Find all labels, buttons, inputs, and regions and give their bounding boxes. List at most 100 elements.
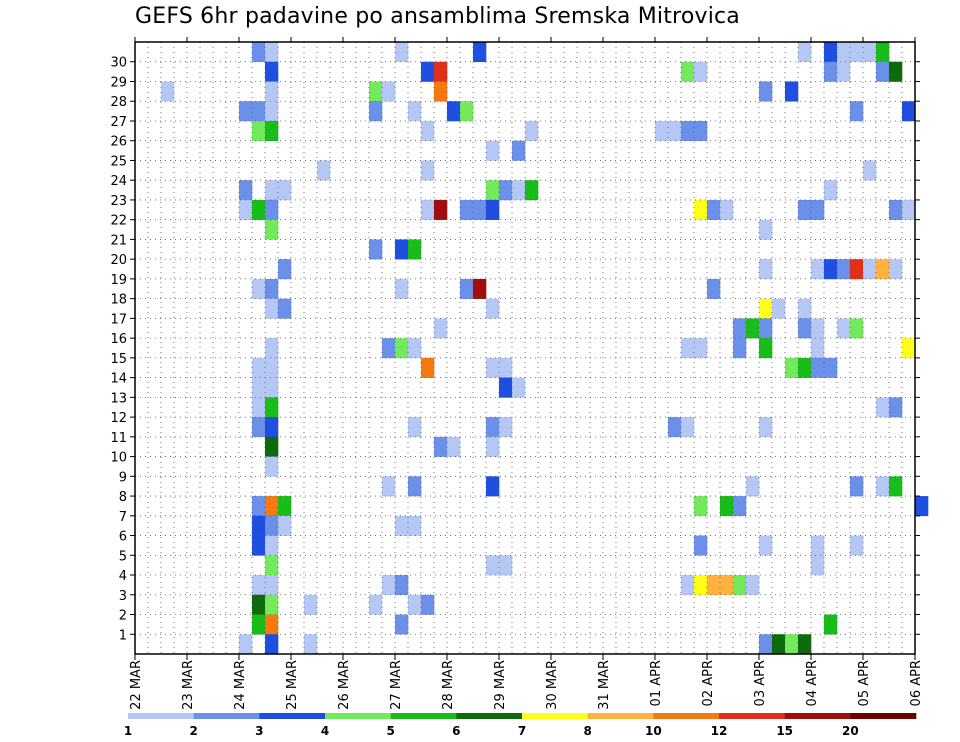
heatmap-cell <box>824 259 838 280</box>
heatmap-cell <box>876 397 890 418</box>
y-tick-label: 27 <box>110 115 127 130</box>
heatmap-cell <box>759 318 773 339</box>
heatmap-cell <box>850 535 864 556</box>
heatmap-cell <box>525 120 539 142</box>
legend-swatch <box>325 713 391 719</box>
legend-label: 5 <box>386 724 394 738</box>
heatmap-cell <box>252 377 266 398</box>
heatmap-cell <box>850 259 864 280</box>
heatmap-cell <box>759 338 773 359</box>
y-tick-label: 6 <box>119 530 127 545</box>
heatmap-cell <box>694 338 708 359</box>
heatmap-cell <box>902 338 916 359</box>
legend-swatch <box>719 713 785 719</box>
heatmap-cell <box>252 357 266 378</box>
x-tick-label: 06 APR <box>909 660 924 706</box>
heatmap-cell <box>681 338 695 359</box>
heatmap-cell <box>850 318 864 339</box>
y-tick-label: 8 <box>119 490 127 505</box>
heatmap-cell <box>512 180 526 201</box>
heatmap-cell <box>265 496 279 517</box>
legend-swatch <box>259 713 326 719</box>
heatmap-cell <box>902 199 916 220</box>
heatmap-cell <box>811 555 825 576</box>
heatmap-cell <box>681 575 695 596</box>
heatmap-cell <box>694 535 708 556</box>
heatmap-cell <box>252 594 266 615</box>
heatmap-cell <box>252 42 266 63</box>
heatmap-cell <box>824 357 838 378</box>
heatmap-cell <box>265 456 279 477</box>
heatmap-cell <box>473 199 487 220</box>
heatmap-cell <box>265 219 279 240</box>
heatmap-cell <box>668 120 682 142</box>
legend-swatch <box>850 713 917 719</box>
legend-label: 4 <box>321 724 329 738</box>
y-tick-label: 20 <box>110 253 127 268</box>
y-tick-label: 22 <box>110 214 127 229</box>
heatmap-cell <box>759 535 773 556</box>
heatmap-cell <box>265 298 279 319</box>
heatmap-cell <box>434 199 448 220</box>
heatmap-cell <box>252 101 266 122</box>
heatmap-cell <box>278 259 292 280</box>
legend-swatch <box>193 713 260 719</box>
heatmap-cell <box>252 496 266 517</box>
y-tick-label: 7 <box>119 510 127 525</box>
x-tick-label: 03 APR <box>753 660 768 706</box>
heatmap-cell <box>408 417 422 438</box>
heatmap-cell <box>798 298 812 319</box>
heatmap-cell <box>252 397 266 418</box>
heatmap-cell <box>265 61 279 82</box>
heatmap-cell <box>876 476 890 497</box>
heatmap-cell <box>824 180 838 201</box>
heatmap-cell <box>239 180 253 201</box>
x-tick-label: 04 APR <box>805 660 820 706</box>
legend-label: 8 <box>583 724 591 738</box>
heatmap-cell <box>811 199 825 220</box>
heatmap-cell <box>252 199 266 220</box>
heatmap-cell <box>265 120 279 142</box>
heatmap-cell <box>772 298 786 319</box>
heatmap-cell <box>434 61 448 82</box>
heatmap-cell <box>395 42 409 63</box>
heatmap-cell <box>395 575 409 596</box>
heatmap-cell <box>265 338 279 359</box>
heatmap-cell <box>811 338 825 359</box>
legend-swatch <box>128 713 194 719</box>
heatmap-cell <box>668 417 682 438</box>
heatmap-cell <box>460 199 474 220</box>
legend-label: 3 <box>255 724 263 738</box>
heatmap-cell <box>746 318 760 339</box>
heatmap-cell <box>889 199 903 220</box>
heatmap-cell <box>421 61 435 82</box>
x-tick-label: 30 MAR <box>545 660 560 710</box>
y-tick-label: 15 <box>110 352 127 367</box>
y-tick-label: 24 <box>110 174 127 189</box>
y-tick-label: 23 <box>110 194 127 209</box>
heatmap-cell <box>408 338 422 359</box>
heatmap-cell <box>265 515 279 536</box>
heatmap-cell <box>369 239 383 260</box>
heatmap-cell <box>265 278 279 299</box>
heatmap-cell <box>265 575 279 596</box>
heatmap-cell <box>707 199 721 220</box>
heatmap-cell <box>265 397 279 418</box>
heatmap-cell <box>863 42 877 63</box>
y-tick-label: 1 <box>119 628 127 643</box>
legend-swatch <box>784 713 851 719</box>
x-tick-label: 27 MAR <box>389 660 404 710</box>
heatmap-cell <box>434 436 448 457</box>
heatmap-cell <box>863 259 877 280</box>
heatmap-cell <box>252 417 266 438</box>
legend-label: 2 <box>189 724 197 738</box>
heatmap-cell <box>733 338 747 359</box>
heatmap-cell <box>889 397 903 418</box>
x-tick-label: 26 MAR <box>337 660 352 710</box>
heatmap-cell <box>889 476 903 497</box>
y-tick-label: 3 <box>119 589 127 604</box>
heatmap-cell <box>837 42 851 63</box>
heatmap-cell <box>512 377 526 398</box>
heatmap-cell <box>486 357 500 378</box>
